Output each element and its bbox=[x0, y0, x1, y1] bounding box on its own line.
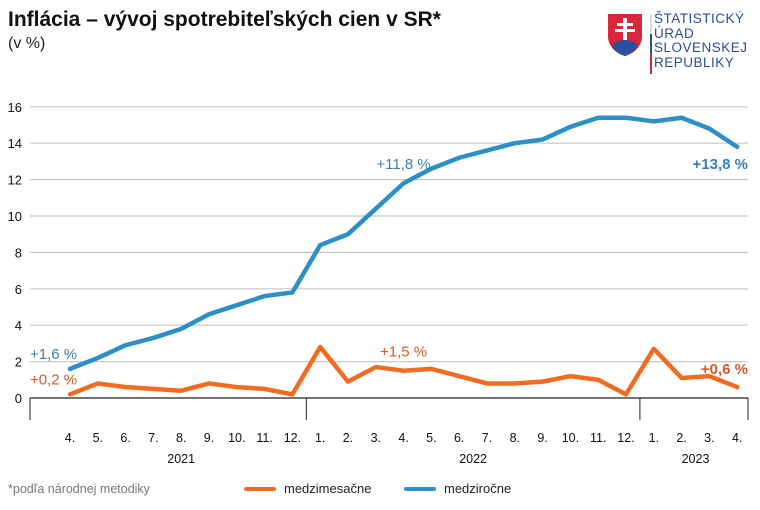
x-tick-label: 10. bbox=[562, 431, 579, 445]
series-line-mom bbox=[67, 344, 740, 397]
x-tick-label: 11. bbox=[256, 431, 272, 445]
x-year-label: 2023 bbox=[682, 452, 710, 466]
x-tick-label: 10. bbox=[228, 431, 245, 445]
legend-label: medziročne bbox=[444, 481, 512, 496]
x-tick-label: 12. bbox=[617, 431, 634, 445]
y-tick-label: 16 bbox=[8, 100, 22, 115]
y-tick-label: 12 bbox=[8, 173, 22, 188]
data-label: +1,5 % bbox=[380, 344, 427, 361]
y-tick-label: 8 bbox=[15, 245, 22, 260]
plot-area: 0 2 4 6 8 10 12 14 16 4. 5. 6. 7. 8. 9. 10. 11. 12. 1. 2. 3.… bbox=[8, 100, 749, 466]
susr-logo: ŠTATISTICKÝ ÚRAD SLOVENSKEJ REPUBLIKY bbox=[606, 11, 756, 74]
x-tick-label: 3. bbox=[704, 431, 714, 445]
x-tick-label: 5. bbox=[426, 431, 436, 445]
footnote: *podľa národnej metodiky bbox=[8, 482, 150, 496]
logo-divider bbox=[650, 14, 652, 74]
y-tick-label: 14 bbox=[8, 136, 22, 151]
x-tick-label: 8. bbox=[176, 431, 186, 445]
x-tick-label: 9. bbox=[204, 431, 214, 445]
x-tick-label: 8. bbox=[510, 431, 520, 445]
logo-line: ŠTATISTICKÝ bbox=[654, 11, 745, 26]
legend-label: medzimesačne bbox=[284, 481, 372, 496]
x-tick-label: 1. bbox=[649, 431, 659, 445]
data-label: +0,6 % bbox=[701, 361, 748, 378]
x-tick-label: 12. bbox=[284, 431, 301, 445]
y-tick-label: 10 bbox=[8, 209, 22, 224]
x-tick-label: 1. bbox=[315, 431, 325, 445]
data-label: +13,8 % bbox=[693, 156, 748, 173]
legend-item-yoy: medziročne bbox=[404, 481, 511, 496]
x-tick-label: 4. bbox=[398, 431, 408, 445]
series-line-yoy bbox=[67, 115, 740, 372]
data-label: +0,2 % bbox=[30, 371, 77, 388]
x-tick-label: 7. bbox=[148, 431, 158, 445]
coat-of-arms-icon bbox=[608, 14, 642, 56]
x-tick-label: 4. bbox=[65, 431, 75, 445]
x-tick-label: 5. bbox=[93, 431, 103, 445]
legend-item-mom: medzimesačne bbox=[244, 481, 371, 496]
chart-title: Inflácia – vývoj spotrebiteľských cien v… bbox=[8, 8, 441, 31]
x-year-label: 2022 bbox=[459, 452, 487, 466]
data-label: +1,6 % bbox=[30, 346, 77, 363]
x-tick-label: 2. bbox=[343, 431, 353, 445]
logo-line: SLOVENSKEJ bbox=[654, 40, 748, 56]
x-tick-label: 3. bbox=[371, 431, 381, 445]
x-tick-label: 7. bbox=[482, 431, 492, 445]
x-tick-label: 11. bbox=[590, 431, 606, 445]
x-tick-label: 2. bbox=[676, 431, 686, 445]
logo-line: REPUBLIKY bbox=[654, 54, 735, 70]
chart-subtitle: (v %) bbox=[8, 35, 46, 52]
y-tick-label: 4 bbox=[15, 318, 22, 333]
y-tick-label: 2 bbox=[15, 355, 22, 370]
y-tick-label: 0 bbox=[15, 391, 22, 406]
x-tick-label: 4. bbox=[732, 431, 742, 445]
x-tick-label: 6. bbox=[120, 431, 130, 445]
data-label: +11,8 % bbox=[376, 156, 430, 173]
x-tick-label: 6. bbox=[454, 431, 464, 445]
x-tick-label: 9. bbox=[537, 431, 547, 445]
y-tick-label: 6 bbox=[15, 282, 22, 297]
x-year-label: 2021 bbox=[167, 452, 195, 466]
logo-line: ÚRAD bbox=[654, 25, 695, 41]
